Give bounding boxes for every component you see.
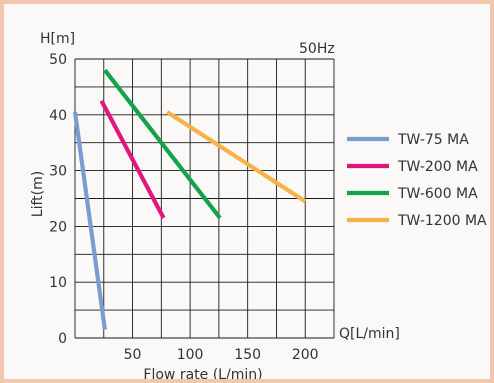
- series-line-0: [72, 111, 107, 330]
- x-unit-label: Q[L/min]: [339, 326, 400, 342]
- chart-grid: [74, 58, 335, 339]
- series-line-2: [103, 68, 222, 220]
- legend-label: TW-1200 MA: [397, 213, 487, 229]
- x-tick-label: 150: [234, 347, 261, 363]
- legend-label: TW-200 MA: [397, 159, 478, 175]
- pump-performance-chart: 50 100 150 200 0 10 20 30 40 50 H[m] 50Hz Q[L/min…: [30, 31, 487, 383]
- y-tick-label: 20: [49, 219, 67, 235]
- y-tick-label: 10: [49, 275, 67, 291]
- frequency-label: 50Hz: [299, 41, 335, 57]
- y-tick-label: 30: [49, 164, 67, 180]
- y-tick-label: 50: [49, 52, 67, 68]
- series-line-3: [165, 110, 307, 204]
- y-tick-label: 0: [58, 331, 67, 347]
- tick-labels: 50 100 150 200 0 10 20 30 40 50: [49, 52, 318, 363]
- x-tick-label: 200: [292, 347, 319, 363]
- y-axis-title: Lift(m): [30, 171, 46, 217]
- x-axis-title: Flow rate (L/min): [143, 367, 262, 383]
- legend: TW-75 MA TW-200 MA TW-600 MA TW-1200 MA: [347, 132, 487, 229]
- y-unit-label: H[m]: [40, 31, 75, 47]
- y-tick-label: 40: [49, 108, 67, 124]
- series-line-1: [99, 99, 166, 219]
- x-tick-label: 100: [177, 347, 204, 363]
- legend-label: TW-75 MA: [397, 132, 469, 148]
- legend-label: TW-600 MA: [397, 186, 478, 202]
- x-tick-label: 50: [124, 347, 142, 363]
- series-lines: [72, 68, 307, 330]
